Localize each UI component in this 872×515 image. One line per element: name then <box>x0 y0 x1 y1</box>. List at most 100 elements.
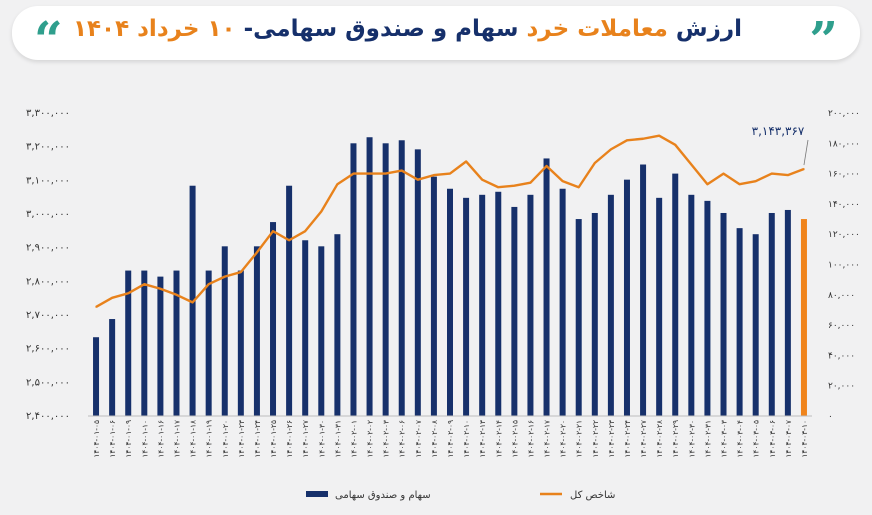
line-point <box>240 271 242 273</box>
bar <box>447 188 453 416</box>
x-tick-label: ۱۴۰۴-۰۱-۰۹ <box>124 420 133 458</box>
line-point <box>449 172 451 175</box>
line-point <box>754 180 757 182</box>
line-point <box>722 172 725 175</box>
bar <box>720 212 727 416</box>
x-tick-label: ۱۴۰۴-۰۲-۰۷ <box>414 420 423 458</box>
x-tick-label: ۱۴۰۴-۰۱-۲۶ <box>285 420 294 458</box>
bar <box>286 185 293 416</box>
legend-label-bars: سهام و صندوق سهامی <box>335 490 431 501</box>
bar <box>768 212 775 416</box>
bar <box>543 158 550 416</box>
line-point <box>111 297 113 299</box>
x-tick-label: ۱۴۰۴-۰۱-۰۶ <box>108 420 117 458</box>
x-tick-label: ۱۴۰۴-۰۱-۱۰ <box>140 420 149 458</box>
bar <box>688 194 695 416</box>
bar <box>350 143 357 417</box>
line-point <box>320 210 323 213</box>
y-left-tick-label: ۲,۴۰۰,۰۰۰ <box>26 411 70 422</box>
bar <box>527 194 534 416</box>
x-tick-label: ۱۴۰۴-۰۱-۰۵ <box>92 420 101 458</box>
x-tick-label: ۱۴۰۴-۰۱-۲۳ <box>237 420 246 458</box>
line-point <box>433 174 435 176</box>
bar <box>511 206 518 416</box>
title-part-1: ارزش <box>675 16 742 42</box>
y-left-tick-label: ۳,۲۰۰,۰۰۰ <box>26 142 70 153</box>
y-left-tick-label: ۲,۷۰۰,۰۰۰ <box>26 310 70 321</box>
bar <box>463 197 470 416</box>
line-point <box>272 230 274 232</box>
y-right-tick-label: ۱۴۰,۰۰۰ <box>828 200 860 210</box>
line-point <box>529 181 532 184</box>
x-tick-label: ۱۴۰۴-۰۲-۰۲ <box>366 420 375 458</box>
line-point <box>561 180 564 182</box>
legend-bar-swatch <box>306 491 328 497</box>
y-left-tick-label: ۲,۶۰۰,۰۰۰ <box>26 344 70 355</box>
line-point <box>127 292 130 295</box>
bar <box>270 222 277 416</box>
x-tick-label: ۱۴۰۴-۰۲-۲۹ <box>671 420 680 458</box>
title-bar: “ ” ارزش معاملات خرد سهام و صندوق سهامی-… <box>12 6 860 65</box>
x-tick-label: ۱۴۰۴-۰۲-۰۳ <box>382 420 391 458</box>
x-tick-label: ۱۴۰۴-۰۳-۰۷ <box>784 420 793 458</box>
x-tick-label: ۱۴۰۴-۰۲-۲۳ <box>607 420 616 458</box>
line-point <box>787 174 789 176</box>
x-tick-label: ۱۴۰۴-۰۲-۲۲ <box>591 420 600 458</box>
line-point <box>594 162 596 164</box>
line-point <box>690 163 693 166</box>
line-point <box>626 139 628 142</box>
bar <box>736 228 743 416</box>
bar <box>398 140 405 416</box>
line-point <box>207 283 210 285</box>
x-tick-label: ۱۴۰۴-۰۱-۲۴ <box>253 420 262 458</box>
x-tick-label: ۱۴۰۴-۰۲-۱۴ <box>494 420 503 458</box>
bar <box>205 270 212 416</box>
y-right-tick-label: ۴۰,۰۰۰ <box>828 351 855 361</box>
bar <box>382 143 389 417</box>
bar <box>591 212 598 416</box>
title-part-4: ۱۰ خرداد ۱۴۰۴ <box>72 16 236 42</box>
title-part-2: معاملات خرد <box>526 16 668 42</box>
bar <box>93 337 100 416</box>
y-right-tick-label: ۱۸۰,۰۰۰ <box>828 139 860 149</box>
line-point <box>256 251 258 254</box>
line-point <box>368 172 371 175</box>
line-point <box>642 137 644 140</box>
x-tick-label: ۱۴۰۴-۰۲-۰۹ <box>446 420 455 458</box>
y-right-tick-label: ۰ <box>828 412 833 422</box>
line-point <box>384 172 387 175</box>
bar <box>414 149 421 417</box>
line-point <box>159 287 162 290</box>
bar <box>430 176 437 416</box>
x-tick-label: ۱۴۰۴-۰۱-۱۸ <box>189 420 198 458</box>
y-right-tick-label: ۲۰,۰۰۰ <box>828 382 855 392</box>
x-tick-label: ۱۴۰۴-۰۲-۲۰ <box>559 420 568 458</box>
y-left-tick-label: ۳,۰۰۰,۰۰۰ <box>26 209 70 220</box>
x-tick-label: ۱۴۰۴-۰۲-۲۱ <box>575 420 584 458</box>
line-point <box>143 283 146 285</box>
line-point <box>770 172 773 175</box>
x-tick-label: ۱۴۰۴-۰۲-۲۷ <box>639 420 648 458</box>
x-tick-label: ۱۴۰۴-۰۱-۱۶ <box>156 420 165 458</box>
x-tick-label: ۱۴۰۴-۰۲-۳۰ <box>687 420 696 458</box>
line-point <box>95 306 97 308</box>
x-tick-label: ۱۴۰۴-۰۲-۱۰ <box>462 420 471 458</box>
line-point <box>175 294 178 296</box>
x-tick-label: ۱۴۰۴-۰۲-۱۶ <box>526 420 535 458</box>
bar <box>109 319 116 416</box>
y-left-tick-label: ۲,۹۰۰,۰۰۰ <box>26 243 70 254</box>
x-tick-label: ۱۴۰۴-۰۱-۲۷ <box>301 420 310 458</box>
y-right-tick-label: ۲۰۰,۰۰۰ <box>828 109 860 119</box>
bar <box>800 219 807 416</box>
line-point <box>223 275 226 278</box>
line-point <box>336 183 339 185</box>
line-point <box>304 230 307 232</box>
line-point <box>465 160 467 163</box>
line-point <box>577 186 580 189</box>
line-point <box>803 168 805 170</box>
bar <box>334 234 341 416</box>
y-right-tick-label: ۱۰۰,۰۰۰ <box>828 261 860 271</box>
line-point <box>497 186 500 189</box>
x-tick-label: ۱۴۰۴-۰۲-۰۸ <box>430 420 439 458</box>
